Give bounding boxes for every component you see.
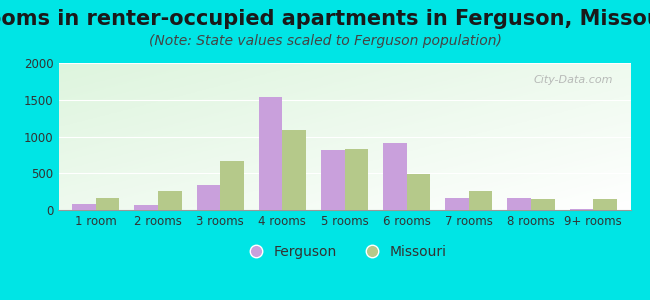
Bar — [220, 161, 244, 210]
Bar — [259, 97, 282, 210]
Bar — [72, 205, 96, 210]
Bar — [344, 148, 368, 210]
Bar — [282, 130, 306, 210]
Bar — [383, 143, 407, 210]
Text: Rooms in renter-occupied apartments in Ferguson, Missouri: Rooms in renter-occupied apartments in F… — [0, 9, 650, 29]
Bar — [531, 199, 554, 210]
Bar — [407, 174, 430, 210]
Bar — [569, 209, 593, 210]
Bar — [445, 198, 469, 210]
Bar — [321, 151, 345, 210]
Bar — [196, 185, 220, 210]
Text: (Note: State values scaled to Ferguson population): (Note: State values scaled to Ferguson p… — [149, 34, 501, 49]
Text: City-Data.com: City-Data.com — [534, 75, 614, 85]
Legend: Ferguson, Missouri: Ferguson, Missouri — [237, 240, 452, 265]
Bar — [469, 191, 493, 210]
Bar — [135, 205, 158, 210]
Bar — [96, 198, 120, 210]
Bar — [158, 191, 181, 210]
Bar — [593, 199, 617, 210]
Bar — [508, 198, 531, 210]
